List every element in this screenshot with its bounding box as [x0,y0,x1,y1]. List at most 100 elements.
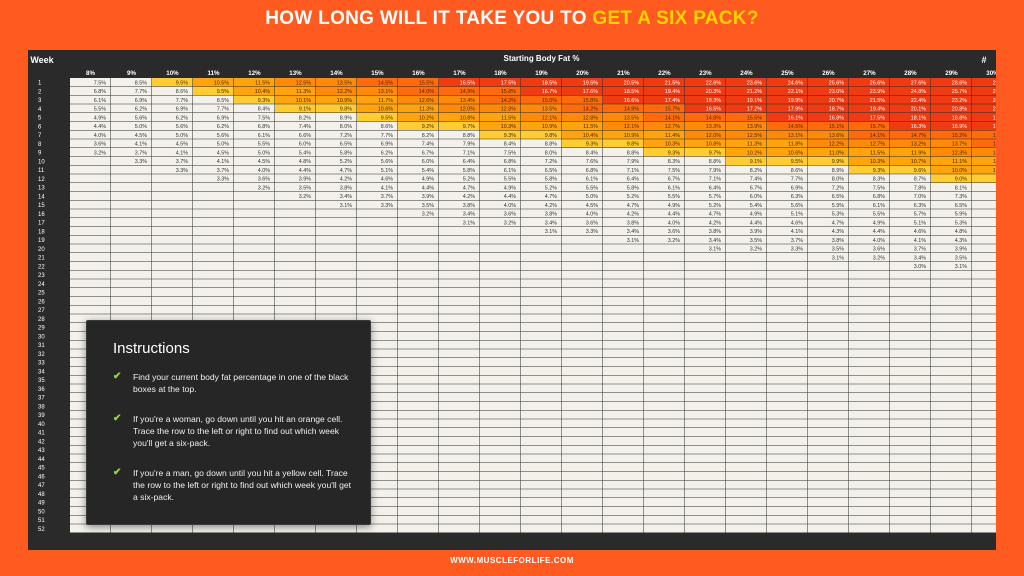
table-cell [111,156,152,165]
empty-cell [521,454,562,463]
empty-cell [480,524,521,533]
empty-cell [111,253,152,262]
empty-cell [603,445,644,454]
empty-cell [849,279,890,288]
empty-cell [808,454,849,463]
empty-cell [685,384,726,393]
cell-value: 6.2% [176,115,188,121]
table-cell [849,113,890,122]
empty-cell [972,419,996,428]
table-cell [480,191,521,200]
table-cell [357,165,398,174]
table-cell [398,183,439,192]
empty-cell [808,480,849,489]
empty-cell [480,296,521,305]
table-cell [316,148,357,157]
cell-value: 17.5% [870,115,885,121]
empty-cell [193,288,234,297]
table-cell [439,209,480,218]
table-cell [972,121,996,130]
empty-cell [644,506,685,515]
empty-cell [972,375,996,384]
empty-cell [890,445,931,454]
table-cell [480,86,521,95]
empty-cell [316,226,357,235]
table-cell [849,95,890,104]
empty-cell [398,375,439,384]
cell-value: 7.2% [832,185,844,191]
table-cell [808,113,849,122]
cell-value: 8.2% [299,115,311,121]
cell-value: 13.9% [747,124,762,130]
table-cell [890,139,931,148]
cell-value: 15.7% [870,124,885,130]
empty-cell [808,270,849,279]
table-cell [193,113,234,122]
empty-cell [398,244,439,253]
empty-cell [152,288,193,297]
empty-cell [685,288,726,297]
cell-value: 3.2% [299,194,311,200]
table-cell [70,78,111,87]
empty-cell [521,296,562,305]
week-number: 45 [38,466,45,472]
table-cell [111,121,152,130]
cell-value: 7.6% [586,159,598,165]
empty-cell [644,384,685,393]
cell-value: 12.8% [583,115,598,121]
empty-cell [808,340,849,349]
empty-cell [890,270,931,279]
cell-value: 18.3% [706,98,721,104]
empty-cell [480,305,521,314]
cell-value: 5.0% [217,142,229,148]
table-cell [234,95,275,104]
cell-value: 23.2% [952,98,967,104]
empty-cell [316,279,357,288]
week-number: 29 [38,326,45,332]
table-cell [685,209,726,218]
week-number: 19 [38,238,45,244]
cell-value: 3.0% [914,264,926,270]
right-header: # [981,55,986,65]
empty-cell [890,515,931,524]
table-cell [521,174,562,183]
cell-value: 16.3% [911,124,926,130]
empty-cell [357,235,398,244]
empty-cell [562,375,603,384]
cell-value: 21.6% [993,107,996,113]
empty-cell [972,463,996,472]
empty-cell [685,506,726,515]
empty-cell [480,366,521,375]
table-cell [685,191,726,200]
table-cell [562,191,603,200]
cell-value: 4.0% [873,238,885,244]
table-cell [767,191,808,200]
table-cell [521,130,562,139]
cell-value: 6.8% [504,159,516,165]
table-cell [767,104,808,113]
empty-cell [972,358,996,367]
empty-cell [275,218,316,227]
empty-cell [808,463,849,472]
empty-cell [931,323,972,332]
table-cell [890,121,931,130]
table-cell [316,95,357,104]
empty-cell [972,436,996,445]
empty-cell [726,358,767,367]
empty-cell [480,358,521,367]
cell-value: 20.7% [829,98,844,104]
cell-value: 3.5% [422,203,434,209]
empty-cell [357,524,398,533]
cell-value: 5.2% [709,203,721,209]
column-header: 22% [658,70,671,77]
table-cell [275,113,316,122]
empty-cell [234,209,275,218]
cell-value: 8.8% [545,142,557,148]
empty-cell [685,296,726,305]
empty-cell [562,366,603,375]
empty-cell [685,270,726,279]
cell-value: 5.3% [832,212,844,218]
cell-value: 13.3% [706,124,721,130]
empty-cell [972,384,996,393]
empty-cell [398,340,439,349]
